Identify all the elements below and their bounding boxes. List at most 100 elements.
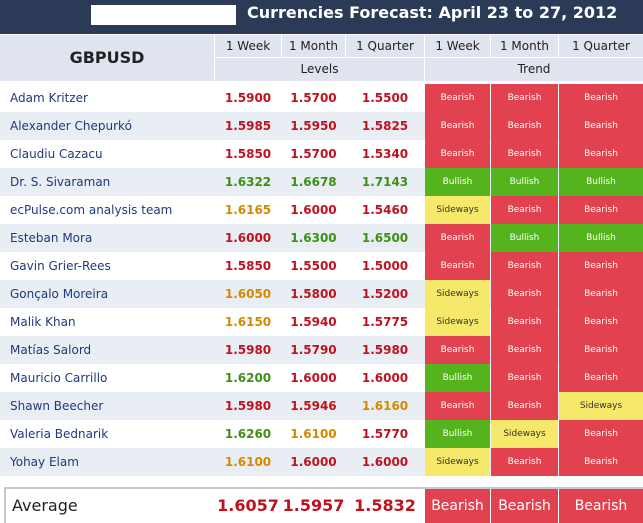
level-quarter: 1.5770 [361,427,409,441]
level-month: 1.6100 [290,427,337,441]
table-row: Shawn Beecher 1.5980 1.5946 1.6160 Bearish Be… [0,392,643,420]
level-quarter: 1.6160 [361,399,409,413]
table-row: Malik Khan 1.6150 1.5940 1.5775 Sideways Bear… [0,308,643,336]
analyst-name: Yohay Elam [10,455,79,469]
table-row: ecPulse.com analysis team 1.6165 1.6000 1.5… [0,196,643,224]
table-row: Dr. S. Sivaraman 1.6322 1.6678 1.7143 Bullis… [0,168,643,196]
trend-quarter-badge: Bearish [559,448,643,476]
level-quarter: 1.7143 [361,175,409,189]
level-quarter: 1.6000 [361,371,409,385]
trend-quarter-badge: Bullish [559,224,643,252]
average-level-quarter: 1.5832 [354,496,416,515]
trend-quarter-badge: Bearish [559,420,643,448]
level-month: 1.5950 [290,119,337,133]
analyst-name: Matías Salord [10,343,92,357]
average-row-border [4,487,643,523]
level-week: 1.6260 [224,427,272,441]
table-row: Alexander Chepurkó 1.5985 1.5950 1.5825 Bear… [0,112,643,140]
table-row: Esteban Mora 1.6000 1.6300 1.6500 Bearish Bul… [0,224,643,252]
trend-month-badge: Bearish [491,252,558,280]
trend-quarter-badge: Bearish [559,252,643,280]
trend-week-badge: Bearish [425,224,490,252]
analyst-name: Gavin Grier-Rees [10,259,111,273]
average-level-month: 1.5957 [282,496,345,515]
trend-week-badge: Bullish [425,168,490,196]
trend-quarter-badge: Bearish [559,336,643,364]
analyst-name: Dr. S. Sivaraman [10,175,111,189]
level-month: 1.6300 [290,231,337,245]
table-row: Mauricio Carrillo 1.6200 1.6000 1.6000 Bulli… [0,364,643,392]
trend-week-badge: Sideways [425,308,490,336]
trend-month-badge: Bearish [491,336,558,364]
trend-month-badge: Bullish [491,224,558,252]
analyst-name: Adam Kritzer [10,91,88,105]
level-quarter: 1.6000 [361,455,409,469]
trend-month-badge: Bearish [491,196,558,224]
level-month: 1.5946 [290,399,337,413]
level-month: 1.6000 [290,203,337,217]
trend-quarter-badge: Bearish [559,308,643,336]
analyst-name: Malik Khan [10,315,76,329]
trend-week-badge: Bearish [425,84,490,112]
analyst-name: Gonçalo Moreira [10,287,109,301]
level-week: 1.5850 [224,259,272,273]
table-row: Gavin Grier-Rees 1.5850 1.5500 1.5000 Bearis… [0,252,643,280]
level-quarter: 1.5340 [361,147,409,161]
level-month: 1.5500 [290,259,337,273]
analyst-name: Shawn Beecher [10,399,104,413]
trend-month-badge: Sideways [491,420,558,448]
level-quarter: 1.5200 [361,287,409,301]
level-week: 1.5980 [224,343,272,357]
trend-week-badge: Bullish [425,420,490,448]
trend-week-badge: Bearish [425,140,490,168]
level-quarter: 1.5980 [361,343,409,357]
trend-group-header: Trend [425,58,643,81]
level-quarter: 1.5825 [361,119,409,133]
level-week: 1.6000 [224,231,272,245]
average-row: Average 1.6057 1.5957 1.5832 Bearish Bea… [0,489,643,523]
trend-quarter-badge: Bearish [559,112,643,140]
level-quarter: 1.6500 [361,231,409,245]
levels-col-quarter-header: 1 Quarter [346,35,425,58]
level-week: 1.6050 [224,287,272,301]
level-month: 1.5800 [290,287,337,301]
trend-quarter-badge: Sideways [559,392,643,420]
average-label: Average [12,496,78,515]
trend-col-week-header: 1 Week [425,35,491,58]
average-trend-quarter: Bearish [559,489,643,523]
level-month: 1.6000 [290,455,337,469]
trend-month-badge: Bearish [491,112,558,140]
trend-week-badge: Bearish [425,252,490,280]
trend-week-badge: Bearish [425,392,490,420]
trend-col-month-header: 1 Month [491,35,559,58]
average-trend-month: Bearish [491,489,558,523]
level-month: 1.5700 [290,91,337,105]
table-row: Matías Salord 1.5980 1.5790 1.5980 Bearish Be… [0,336,643,364]
trend-quarter-badge: Bullish [559,168,643,196]
levels-col-week-header: 1 Week [215,35,282,58]
analyst-name: Esteban Mora [10,231,93,245]
level-month: 1.6000 [290,371,337,385]
table-row: Valeria Bednarik 1.6260 1.6100 1.5770 Bullis… [0,420,643,448]
page-title: Currencies Forecast: April 23 to 27, 201… [247,3,618,22]
trend-quarter-badge: Bearish [559,84,643,112]
trend-month-badge: Bearish [491,84,558,112]
analyst-name: Mauricio Carrillo [10,371,108,385]
trend-month-badge: Bearish [491,392,558,420]
level-week: 1.5850 [224,147,272,161]
level-week: 1.6165 [224,203,272,217]
average-trend-week: Bearish [425,489,490,523]
trend-quarter-badge: Bearish [559,196,643,224]
table-row: Gonçalo Moreira 1.6050 1.5800 1.5200 Sideway… [0,280,643,308]
level-month: 1.6678 [290,175,337,189]
level-week: 1.5985 [224,119,272,133]
title-bar: Currencies Forecast: April 23 to 27, 201… [0,0,643,34]
level-quarter: 1.5000 [361,259,409,273]
level-quarter: 1.5775 [361,315,409,329]
table-row: Yohay Elam 1.6100 1.6000 1.6000 Sideways Bear… [0,448,643,476]
average-level-week: 1.6057 [217,496,279,515]
level-month: 1.5700 [290,147,337,161]
trend-month-badge: Bearish [491,448,558,476]
trend-month-badge: Bearish [491,140,558,168]
analyst-name: Valeria Bednarik [10,427,109,441]
